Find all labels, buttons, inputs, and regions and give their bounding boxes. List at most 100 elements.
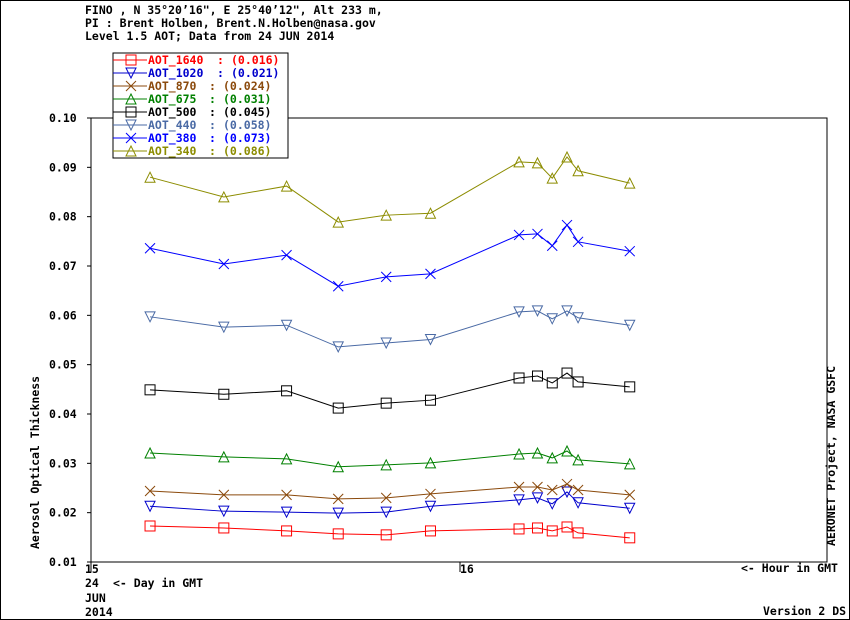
data-point-x: [380, 271, 392, 283]
data-point-triangle-down: [280, 319, 293, 332]
data-point-x: [572, 236, 584, 248]
legend-item: AOT_380: (0.073): [113, 131, 271, 146]
data-point-triangle-down: [218, 505, 230, 518]
data-point-triangle-down: [144, 311, 156, 323]
data-point-triangle-up: [561, 444, 573, 457]
data-point-triangle-up: [280, 179, 293, 192]
data-point-triangle-up: [125, 144, 137, 157]
data-point-square: [513, 523, 525, 535]
data-point-triangle-down: [380, 337, 393, 350]
legend-colon: :: [209, 92, 216, 106]
data-point-triangle-up: [280, 452, 293, 465]
data-point-square: [546, 525, 558, 537]
data-point-triangle-up: [144, 446, 156, 459]
data-point-triangle-down: [561, 305, 573, 318]
series-aot_340: [144, 150, 636, 228]
data-point-x: [546, 484, 558, 496]
legend-colon: :: [217, 53, 224, 67]
legend-item: AOT_1640: (0.016): [113, 53, 279, 68]
data-point-triangle-up: [623, 457, 636, 470]
y-axis-label: Aerosol Optical Thickness: [28, 376, 42, 549]
data-point-triangle-down: [623, 319, 636, 332]
data-point-triangle-up: [572, 164, 584, 177]
legend-label: AOT_870: [148, 79, 197, 94]
data-point-square: [424, 525, 436, 537]
y-tick-label: 0.06: [49, 308, 77, 322]
data-point-x: [624, 245, 636, 257]
data-point-triangle-down: [546, 313, 559, 325]
y-tick-label: 0.03: [49, 456, 77, 470]
data-point-triangle-up: [546, 451, 559, 464]
series-line: [150, 372, 630, 409]
legend-item: AOT_870: (0.024): [113, 79, 271, 94]
legend-mean: (0.024): [223, 79, 271, 93]
y-tick-label: 0.02: [49, 506, 77, 520]
legend-mean: (0.016): [231, 53, 279, 67]
legend-item: AOT_500: (0.045): [113, 105, 271, 120]
data-point-square: [380, 397, 392, 409]
y-tick-label: 0.01: [49, 555, 77, 569]
data-point-square: [332, 402, 344, 414]
y-tick-label: 0.05: [49, 358, 77, 372]
legend-item: AOT_440: (0.058): [113, 118, 271, 133]
y-tick-label: 0.08: [49, 210, 77, 224]
header-line-3: Level 1.5 AOT; Data from 24 JUN 2014: [85, 29, 334, 43]
header-line-2: PI : Brent Holben, Brent.N.Holben@nasa.g…: [85, 16, 376, 30]
data-point-triangle-up: [531, 156, 544, 169]
data-point-x: [546, 240, 558, 252]
legend-item: AOT_340: (0.086): [113, 144, 271, 159]
data-point-x: [218, 489, 230, 501]
data-point-square: [332, 528, 344, 540]
data-point-square: [531, 522, 543, 534]
series-aot_1020: [144, 486, 636, 520]
data-point-square: [546, 377, 558, 389]
legend-item: AOT_675: (0.031): [113, 92, 271, 107]
data-point-triangle-down: [218, 321, 230, 334]
data-point-x: [125, 132, 137, 144]
data-point-square: [125, 106, 137, 118]
data-point-triangle-down: [125, 67, 137, 80]
series-line: [149, 224, 630, 287]
data-point-x: [425, 268, 436, 280]
data-point-triangle-down: [623, 502, 636, 515]
data-point-square: [125, 54, 137, 66]
series-line: [150, 450, 630, 468]
header-line-1: FINO , N 35°20’16", E 25°40’12", Alt 233…: [85, 3, 383, 17]
legend-colon: :: [217, 66, 224, 80]
data-point-triangle-down: [424, 500, 437, 513]
data-point-triangle-down: [424, 334, 437, 346]
series-aot_500: [144, 367, 636, 414]
y-tick-label: 0.07: [49, 259, 77, 273]
data-point-square: [218, 522, 230, 534]
data-point-x: [281, 249, 292, 261]
data-point-x: [513, 481, 525, 493]
month-label: JUN: [85, 591, 106, 605]
version-label: Version 2 DS: [763, 604, 846, 618]
data-point-triangle-up: [531, 446, 544, 459]
legend-mean: (0.031): [223, 92, 271, 106]
y-tick-label: 0.04: [49, 407, 77, 421]
data-point-x: [281, 489, 292, 501]
x-tick-label: 15: [85, 562, 99, 576]
data-point-x: [624, 489, 636, 501]
legend-colon: :: [209, 131, 216, 145]
data-point-triangle-up: [380, 209, 393, 221]
data-point-triangle-up: [144, 171, 156, 183]
legend-label: AOT_380: [148, 131, 197, 146]
series-line: [150, 525, 630, 539]
legend-label: AOT_1640: [148, 53, 203, 68]
data-point-x: [561, 219, 573, 231]
data-point-x: [425, 488, 436, 500]
legend-colon: :: [209, 79, 216, 93]
data-point-triangle-up: [572, 453, 584, 466]
data-point-x: [561, 478, 573, 490]
legend-colon: :: [209, 118, 216, 132]
legend-label: AOT_1020: [148, 66, 203, 81]
data-point-x: [144, 485, 156, 497]
data-point-triangle-down: [561, 486, 573, 499]
data-point-square: [561, 521, 573, 533]
data-point-triangle-down: [546, 498, 559, 510]
legend-mean: (0.086): [223, 144, 271, 158]
data-point-triangle-up: [424, 207, 437, 219]
data-point-square: [572, 376, 584, 388]
